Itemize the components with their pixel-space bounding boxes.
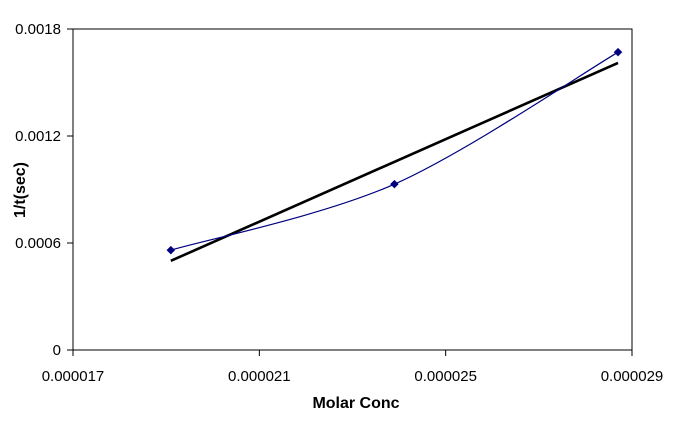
data-point	[390, 179, 399, 189]
data-point	[613, 47, 623, 57]
series-layer	[166, 47, 623, 255]
data-point	[166, 245, 176, 255]
x-tick-label: 0.000025	[414, 368, 477, 385]
trendline-layer	[170, 61, 619, 263]
y-axis: 0 0.0006 0.0012 0.0018	[15, 21, 73, 359]
y-tick-label: 0.0006	[15, 235, 61, 252]
y-tick-label: 0.0012	[15, 128, 61, 145]
y-tick-label: 0	[53, 342, 61, 359]
x-axis-label: Molar Conc	[312, 395, 399, 412]
linear-trendline	[170, 61, 619, 263]
y-tick-label: 0.0018	[15, 21, 61, 38]
x-tick-label: 0.000021	[228, 368, 291, 385]
x-axis: 0.000017 0.000021 0.000025 0.000029	[42, 350, 664, 385]
plot-area	[72, 28, 633, 351]
x-tick-label: 0.000017	[42, 368, 105, 385]
y-axis-label: 1/t(sec)	[12, 162, 29, 218]
x-tick-label: 0.000029	[601, 368, 664, 385]
